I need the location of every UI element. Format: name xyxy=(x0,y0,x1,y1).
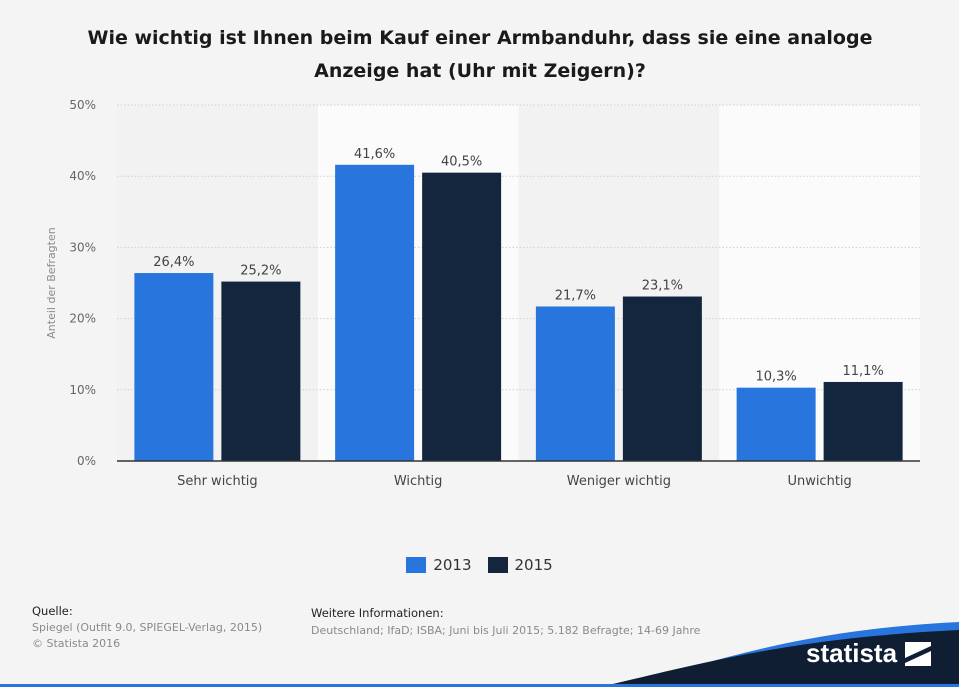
footer-brand-band xyxy=(600,630,959,687)
bar-value-label: 10,3% xyxy=(755,370,796,385)
x-tick-label: Sehr wichtig xyxy=(177,474,258,489)
bar-value-label: 26,4% xyxy=(153,255,194,270)
bar xyxy=(823,381,903,461)
bar-value-label: 11,1% xyxy=(842,364,883,379)
bar-value-label: 25,2% xyxy=(240,264,281,279)
bar xyxy=(422,172,502,461)
legend-label-2015: 2015 xyxy=(514,556,553,574)
bar xyxy=(335,164,415,462)
bar-value-label: 41,6% xyxy=(354,147,395,162)
bar-value-label: 23,1% xyxy=(642,279,683,294)
x-axis-ticks: Sehr wichtig Wichtig Weniger wichtig Unwich… xyxy=(177,474,852,489)
legend-item-2013[interactable]: 2013 xyxy=(406,556,472,574)
y-tick-label: 20% xyxy=(69,312,96,326)
bar xyxy=(736,387,816,461)
x-tick-label: Weniger wichtig xyxy=(567,474,671,489)
statista-logo[interactable]: statista xyxy=(806,638,932,669)
legend-item-2015[interactable]: 2015 xyxy=(487,556,553,574)
y-axis-label: Anteil der Befragten xyxy=(45,227,58,338)
info-text: Deutschland; IfaD; ISBA; Juni bis Juli 2… xyxy=(311,624,701,637)
bar xyxy=(622,296,702,461)
y-tick-label: 10% xyxy=(69,383,96,397)
y-tick-label: 30% xyxy=(69,240,96,254)
chart-title: Wie wichtig ist Ihnen beim Kauf einer Ar… xyxy=(87,27,873,82)
source-label: Quelle: xyxy=(32,604,73,618)
y-tick-label: 0% xyxy=(77,454,96,468)
legend-swatch-2013 xyxy=(406,557,427,573)
legend-label-2013: 2013 xyxy=(433,556,472,574)
legend-swatch-2015 xyxy=(487,557,508,573)
statista-wordmark: statista xyxy=(806,638,898,668)
bar xyxy=(535,306,615,461)
copyright-text: © Statista 2016 xyxy=(32,637,121,650)
bar xyxy=(221,281,301,461)
statista-logo-icon xyxy=(905,641,932,666)
bar-value-label: 40,5% xyxy=(441,155,482,170)
y-tick-label: 50% xyxy=(69,98,96,112)
y-tick-label: 40% xyxy=(69,169,96,183)
x-tick-label: Wichtig xyxy=(394,474,443,489)
footer-bottom-line xyxy=(0,684,959,687)
bars xyxy=(134,164,903,462)
x-tick-label: Unwichtig xyxy=(787,474,851,489)
bar-value-labels: 26,4% 25,2% 41,6% 40,5% 21,7% 23,1% 10,3% 11,1% xyxy=(153,147,884,385)
bar xyxy=(134,273,214,461)
info-label: Weitere Informationen: xyxy=(311,606,444,620)
bar-value-label: 21,7% xyxy=(555,288,596,303)
source-text[interactable]: Spiegel (Outfit 9.0, SPIEGEL-Verlag, 201… xyxy=(32,621,263,634)
legend: 2013 2015 xyxy=(0,556,959,574)
y-axis-ticks: 0% 10% 20% 30% 40% 50% xyxy=(69,98,96,468)
